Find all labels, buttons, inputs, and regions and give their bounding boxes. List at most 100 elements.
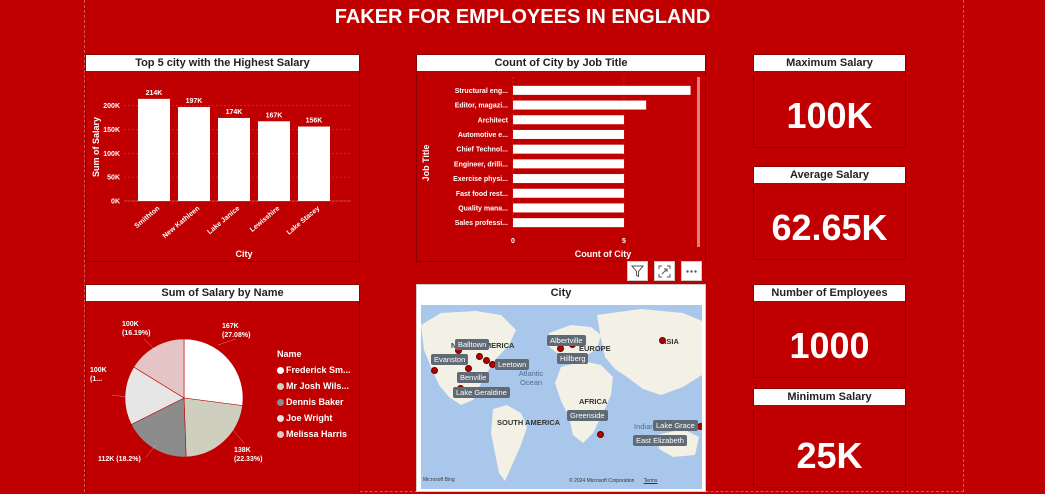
city-label-hillberg[interactable]: Hillberg (557, 353, 589, 364)
focus-mode-icon[interactable] (654, 261, 675, 281)
pie-slice[interactable] (183, 338, 244, 406)
card-average-salary[interactable]: Average Salary 62.65K (753, 166, 906, 260)
y-tick-label: Engineer, drilli... (454, 161, 508, 168)
pie-data-label: 167K (27.08%) (222, 323, 250, 339)
y-tick-label: Fast food rest... (456, 191, 508, 198)
ocean-label-atlantic-text: Atlantic Ocean (518, 369, 544, 387)
hbar-chart: Job Title Count of City 0 5 Structural eng… (421, 77, 700, 259)
pie-leader-line (143, 338, 157, 352)
pie-slice[interactable] (133, 338, 185, 399)
pie-leader-line (217, 338, 237, 346)
city-label-lake-geraldine[interactable]: Lake Geraldine (453, 387, 510, 398)
map-pin[interactable] (659, 337, 666, 344)
pie-legend-title: Name (277, 349, 302, 359)
pie-legend-item[interactable]: Frederick Sm... (277, 365, 351, 375)
map-pin[interactable] (597, 431, 604, 438)
pie-leader-line (231, 428, 245, 444)
pie-slice[interactable] (183, 397, 243, 458)
y-tick-label: 100K (103, 151, 120, 158)
bar-data-label: 156K (306, 118, 323, 125)
ocean-label-indian: Indian (634, 422, 655, 431)
bar[interactable] (513, 100, 647, 110)
bar[interactable] (218, 117, 250, 201)
map-pin[interactable] (557, 345, 564, 352)
pie-slice[interactable] (130, 397, 187, 458)
map-pin[interactable] (465, 365, 472, 372)
bar[interactable] (178, 106, 210, 201)
pie-legend-item[interactable]: Joe Wright (277, 413, 332, 423)
y-tick-label: Chief Technol... (456, 147, 508, 154)
card-maximum-salary-value: 100K (786, 95, 873, 136)
city-label-leetown[interactable]: Leetown (495, 359, 530, 370)
bar-data-label: 197K (186, 98, 203, 105)
city-label-balltown[interactable]: Balltown (455, 339, 490, 350)
map-attribution-text: © 2024 Microsoft Corporation (569, 478, 635, 484)
pie-data-label: 100K (16.19%) (122, 321, 150, 337)
hbar-scrollbar[interactable] (697, 77, 700, 247)
bar[interactable] (513, 85, 691, 95)
bar[interactable] (513, 159, 624, 169)
bar[interactable] (513, 144, 624, 154)
continent-label-africa: AFRICA (579, 397, 608, 406)
africa-shape (555, 361, 613, 443)
x-tick-label: 0 (511, 238, 515, 245)
city-label-lake-grace[interactable]: Lake Grace (653, 420, 698, 431)
card-minimum-salary[interactable]: Minimum Salary 25K (753, 388, 906, 488)
map-attribution: © 2024 Microsoft Corporation Terms (569, 478, 657, 484)
greenland-shape (469, 317, 493, 335)
pie-legend-item[interactable]: Dennis Baker (277, 397, 344, 407)
map-card[interactable]: City NORTH AMERICA EUROPE ASIA AFRICA SO… (416, 284, 706, 492)
bar[interactable] (513, 218, 624, 228)
bar[interactable] (513, 188, 624, 198)
filter-icon[interactable] (627, 261, 648, 281)
hbar-chart-card[interactable]: Count of City by Job Title Job Title Cou… (416, 54, 706, 262)
pie-chart-card[interactable]: Sum of Salary by Name 167K (27.08%) 138K (2… (85, 284, 360, 492)
bar[interactable] (513, 129, 624, 139)
more-options-icon[interactable] (681, 261, 702, 281)
y-tick-label: 50K (107, 175, 120, 182)
bing-logo-text: Microsoft Bing (423, 477, 455, 483)
card-average-salary-title: Average Salary (754, 167, 905, 183)
y-tick-label: Editor, magazi... (455, 103, 508, 110)
bar-data-label: 214K (146, 90, 163, 97)
y-tick-label: Sales professi... (455, 220, 508, 227)
card-number-of-employees-title: Number of Employees (754, 285, 905, 301)
map-pin[interactable] (476, 353, 483, 360)
pie-legend-item[interactable]: Mr Josh Wils... (277, 381, 349, 391)
x-tick-label: 5 (622, 238, 626, 245)
city-label-albertville[interactable]: Albertville (547, 335, 586, 346)
x-axis-title: Count of City (575, 249, 632, 259)
pie-slice[interactable] (124, 366, 185, 425)
bar[interactable] (513, 174, 624, 184)
x-tick-label: Lake Stacey (286, 205, 322, 236)
card-minimum-salary-value: 25K (796, 435, 863, 476)
map-pin[interactable] (431, 367, 438, 374)
city-label-benville[interactable]: Benville (457, 372, 490, 383)
bar[interactable] (298, 126, 330, 201)
map-title: City (417, 285, 705, 301)
x-tick-label: Smithton (134, 205, 162, 230)
pie-data-label: 138K (22.33%) (234, 447, 262, 463)
map-canvas[interactable]: NORTH AMERICA EUROPE ASIA AFRICA SOUTH A… (421, 305, 702, 489)
legend-label: Dennis Baker (286, 397, 344, 407)
pie-chart-title: Sum of Salary by Name (86, 285, 359, 301)
legend-marker (277, 383, 284, 391)
card-maximum-salary[interactable]: Maximum Salary 100K (753, 54, 906, 148)
legend-marker (277, 367, 284, 375)
map-pin[interactable] (483, 357, 490, 364)
pie-legend-item[interactable]: Melissa Harris (277, 429, 347, 439)
city-label-evanston[interactable]: Evanston (431, 354, 469, 365)
city-label-greenside[interactable]: Greenside (567, 410, 608, 421)
legend-label: Melissa Harris (286, 429, 348, 439)
bar[interactable] (258, 121, 290, 201)
y-tick-label: Quality mana... (458, 205, 508, 212)
continent-label-south-america: SOUTH AMERICA (497, 418, 561, 427)
card-number-of-employees[interactable]: Number of Employees 1000 (753, 284, 906, 378)
bar-chart-card[interactable]: Top 5 city with the Highest Salary Sum o… (85, 54, 360, 262)
city-label-east-elizabeth[interactable]: East Elizabeth (633, 435, 687, 446)
y-tick-label: Structural eng... (455, 88, 508, 95)
bar[interactable] (513, 115, 624, 125)
bar[interactable] (513, 203, 624, 213)
map-terms-link[interactable]: Terms (643, 478, 658, 484)
bar[interactable] (138, 98, 170, 201)
